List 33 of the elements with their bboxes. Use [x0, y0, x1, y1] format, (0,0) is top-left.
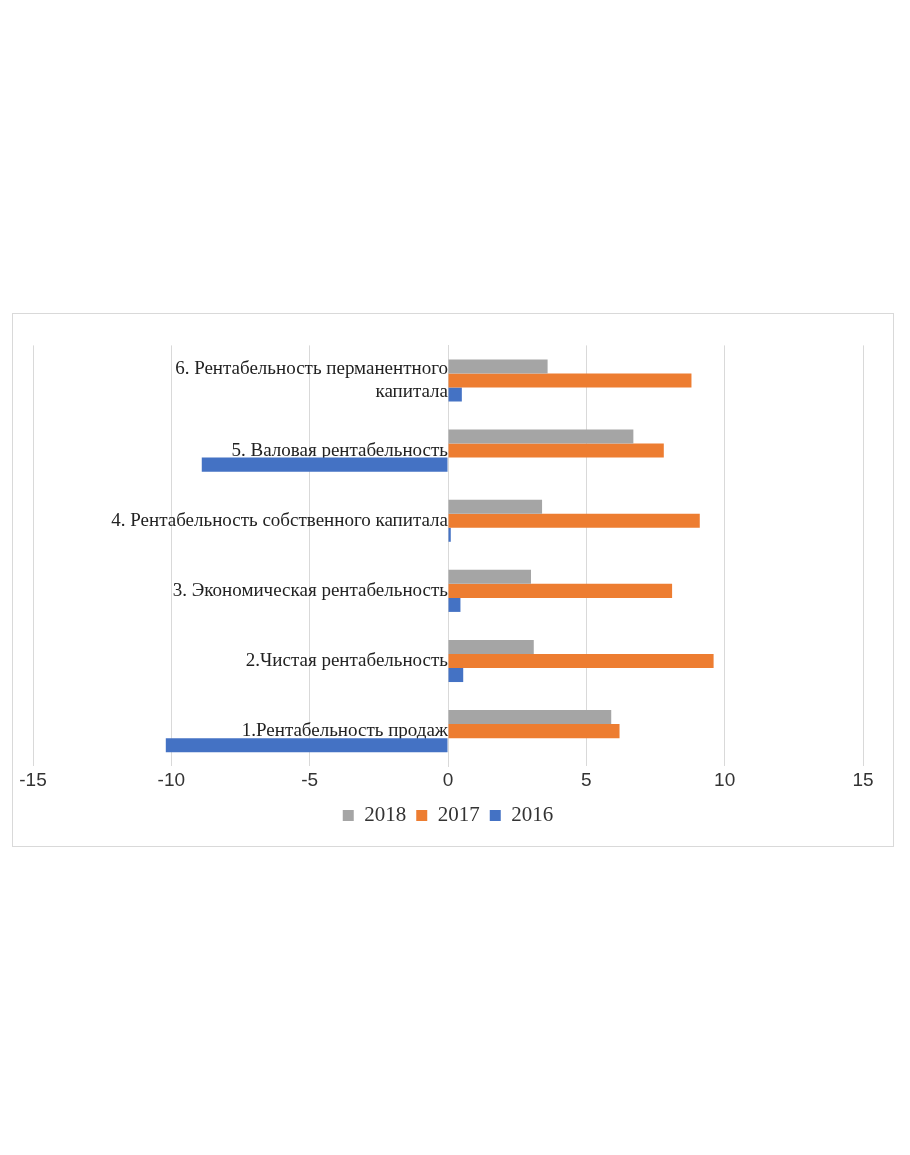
x-tick-label: -10 [157, 768, 186, 790]
bar [448, 387, 462, 402]
bar [448, 499, 543, 514]
bar [165, 738, 448, 753]
bar [448, 710, 612, 725]
y-tick-label: 2.Чистая рентабельность [245, 648, 449, 670]
bar [201, 457, 448, 472]
bar [448, 653, 714, 669]
legend-label: 2016 [511, 802, 554, 827]
bar [448, 569, 531, 584]
legend-label: 2017 [437, 802, 480, 827]
y-tick-label: 6. Рентабельность перманентного капитала [175, 357, 449, 401]
y-tick-label: 1.Рентабельность продаж [241, 719, 449, 741]
bar [448, 429, 634, 444]
bar [448, 639, 534, 654]
bar [448, 583, 673, 598]
x-tick-label: -5 [301, 768, 319, 790]
y-tick-label: 5. Валовая рентабельность [231, 438, 449, 460]
bar [448, 724, 620, 739]
bar [448, 597, 461, 612]
legend-label: 2018 [364, 802, 407, 827]
y-tick-label: 3. Экономическая рентабельность [172, 578, 449, 600]
x-tick-label: -15 [19, 768, 47, 790]
bar [448, 373, 692, 388]
x-tick-label: 10 [714, 768, 736, 790]
x-tick-label: 5 [581, 768, 592, 790]
x-tick-label: 15 [852, 768, 874, 790]
y-tick-label: 4. Рентабельность собственного капитала [111, 508, 449, 530]
bar [448, 668, 464, 683]
bar [448, 513, 700, 528]
bar [448, 359, 548, 374]
x-tick-label: 0 [442, 768, 454, 790]
bar [448, 443, 664, 458]
